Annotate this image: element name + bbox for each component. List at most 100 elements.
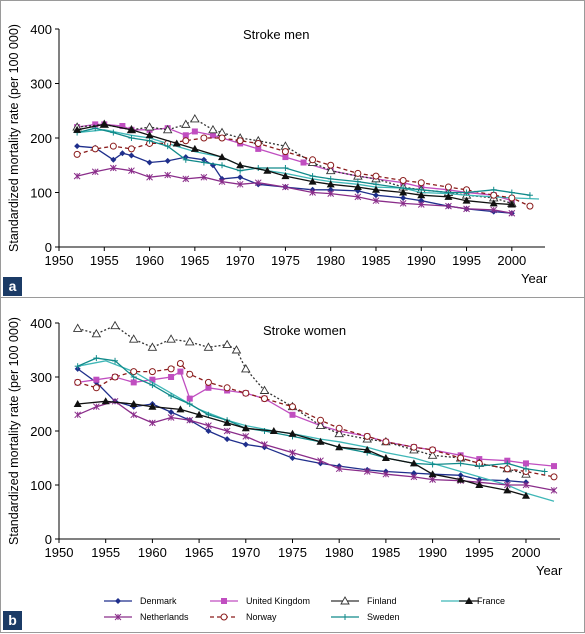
data-point: [236, 180, 244, 188]
data-point: [186, 370, 194, 378]
data-point: [371, 185, 380, 193]
data-point: [236, 161, 245, 169]
data-point: [334, 428, 344, 438]
legend-item: United Kingdom: [210, 596, 310, 606]
data-point: [130, 368, 138, 376]
series-line: [77, 400, 527, 497]
data-point: [110, 320, 120, 330]
series-line: [76, 167, 512, 214]
data-point: [130, 411, 138, 419]
data-point: [363, 445, 372, 453]
series-norway: [74, 360, 558, 481]
data-point: [457, 460, 464, 467]
data-point: [325, 165, 336, 175]
data-point: [444, 183, 452, 191]
data-point: [427, 450, 438, 459]
axes: 0 100 200 300 400 1950 1955 1960 1965 1970 1975 198…: [30, 316, 560, 560]
data-point: [259, 385, 270, 394]
data-point: [382, 470, 390, 478]
y-tick-label: 200: [30, 424, 52, 439]
data-point: [353, 183, 362, 191]
legend-label: Sweden: [367, 612, 400, 622]
data-point: [508, 209, 516, 217]
legend-label: Netherlands: [140, 612, 189, 622]
data-point: [146, 173, 153, 181]
y-axis-label: Standardized mortality rate (per 100 000…: [7, 24, 21, 252]
data-point: [127, 125, 136, 133]
data-point: [489, 199, 498, 207]
panel-letter-b: b: [3, 611, 22, 630]
data-point: [92, 384, 100, 392]
legend-label: Norway: [246, 612, 277, 622]
data-point: [475, 481, 484, 488]
legend-item: Finland: [331, 596, 397, 606]
data-point: [219, 162, 226, 169]
legend-label: France: [477, 596, 505, 606]
data-point: [203, 342, 214, 351]
data-point: [73, 400, 82, 407]
data-point: [149, 419, 156, 427]
panel-divider: [1, 297, 585, 298]
data-point: [186, 401, 193, 407]
data-point: [456, 475, 465, 483]
series-france-solid-: [73, 397, 530, 499]
data-point: [91, 328, 102, 338]
data-point: [381, 454, 390, 461]
legend-item-extra: [459, 597, 479, 604]
data-point: [72, 323, 83, 332]
data-point: [109, 142, 117, 150]
x-tick-label: 1985: [362, 253, 391, 268]
data-point: [457, 472, 464, 479]
data-point: [209, 132, 216, 139]
legend-label: Denmark: [140, 596, 177, 606]
data-point: [191, 128, 198, 135]
data-point: [309, 156, 317, 164]
data-point: [74, 143, 81, 150]
y-tick-label: 400: [30, 316, 52, 331]
data-point: [164, 143, 171, 150]
data-point: [242, 441, 249, 448]
data-point: [74, 411, 82, 419]
panel-letter-a: a: [3, 277, 22, 296]
x-tick-label: 1965: [185, 545, 214, 560]
data-point: [166, 334, 176, 343]
data-point: [190, 144, 199, 152]
data-point: [316, 437, 325, 445]
data-point: [162, 124, 173, 134]
data-point: [476, 463, 483, 470]
data-point: [400, 194, 407, 201]
data-point: [399, 188, 408, 196]
data-point: [182, 175, 190, 183]
data-point: [111, 397, 119, 405]
data-point: [128, 167, 135, 175]
data-point: [149, 376, 156, 383]
data-point: [261, 441, 268, 448]
chart-title: Stroke men: [243, 27, 309, 42]
data-point: [200, 159, 207, 166]
series-line: [76, 137, 531, 207]
y-tick-label: 0: [45, 240, 52, 255]
data-point: [208, 124, 218, 134]
data-point: [504, 477, 511, 484]
x-tick-label: 1970: [226, 253, 255, 268]
data-point: [372, 197, 380, 205]
data-point: [444, 192, 453, 200]
data-point: [74, 363, 81, 370]
legend-marker: [221, 598, 227, 604]
data-point: [289, 449, 296, 456]
data-point: [224, 436, 231, 443]
data-point: [372, 192, 379, 199]
data-point: [92, 121, 99, 128]
y-tick-label: 300: [30, 77, 52, 92]
data-point: [100, 120, 109, 128]
data-point: [503, 486, 512, 494]
series-line: [77, 357, 545, 473]
data-point: [282, 164, 289, 171]
x-tick-label: 1975: [271, 253, 300, 268]
data-point: [73, 150, 81, 158]
legend-marker: [114, 613, 122, 621]
data-point: [335, 424, 343, 432]
data-point: [309, 189, 316, 196]
data-point: [205, 411, 212, 418]
data-point: [504, 460, 511, 467]
